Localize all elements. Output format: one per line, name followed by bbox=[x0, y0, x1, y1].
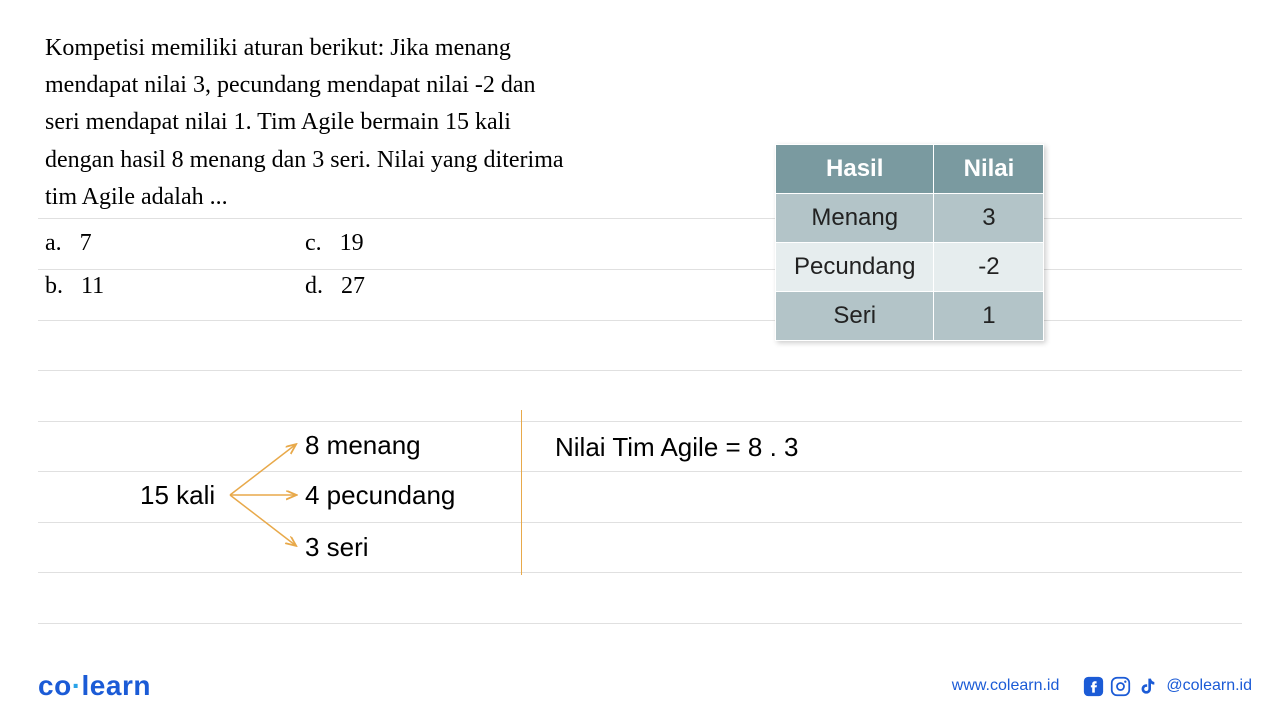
score-table: Hasil Nilai Menang 3 Pecundang -2 Seri 1 bbox=[775, 144, 1044, 341]
calculation-text: Nilai Tim Agile = 8 . 3 bbox=[555, 432, 799, 463]
social-handle: @colearn.id bbox=[1166, 677, 1252, 695]
footer: co·learn www.colearn.id @colearn.id bbox=[38, 670, 1252, 702]
table-header-row: Hasil Nilai bbox=[776, 145, 1044, 194]
option-b: b. 11 bbox=[45, 265, 305, 308]
outcome-menang: 8 menang bbox=[305, 430, 421, 461]
footer-right: www.colearn.id @colearn.id bbox=[952, 676, 1252, 697]
outcome-seri: 3 seri bbox=[305, 532, 369, 563]
answer-options: a. 7 c. 19 b. 11 d. 27 bbox=[45, 222, 565, 308]
work-area: 15 kali 8 menang 4 pecundang 3 seri Nila… bbox=[45, 420, 1235, 580]
brand-logo: co·learn bbox=[38, 670, 151, 702]
social-icons: @colearn.id bbox=[1083, 676, 1252, 697]
option-c: c. 19 bbox=[305, 222, 565, 265]
instagram-icon[interactable] bbox=[1110, 676, 1131, 697]
website-link[interactable]: www.colearn.id bbox=[952, 677, 1060, 695]
vertical-divider bbox=[521, 410, 522, 575]
tiktok-icon[interactable] bbox=[1137, 676, 1158, 697]
option-d: d. 27 bbox=[305, 265, 565, 308]
col-hasil: Hasil bbox=[776, 145, 934, 194]
work-total: 15 kali bbox=[140, 480, 215, 511]
col-nilai: Nilai bbox=[934, 145, 1044, 194]
facebook-icon[interactable] bbox=[1083, 676, 1104, 697]
table-row: Seri 1 bbox=[776, 292, 1044, 341]
question-text: Kompetisi memiliki aturan berikut: Jika … bbox=[45, 30, 565, 216]
question-block: Kompetisi memiliki aturan berikut: Jika … bbox=[45, 30, 565, 308]
outcome-pecundang: 4 pecundang bbox=[305, 480, 455, 511]
option-a: a. 7 bbox=[45, 222, 305, 265]
table-row: Menang 3 bbox=[776, 194, 1044, 243]
table-row: Pecundang -2 bbox=[776, 243, 1044, 292]
